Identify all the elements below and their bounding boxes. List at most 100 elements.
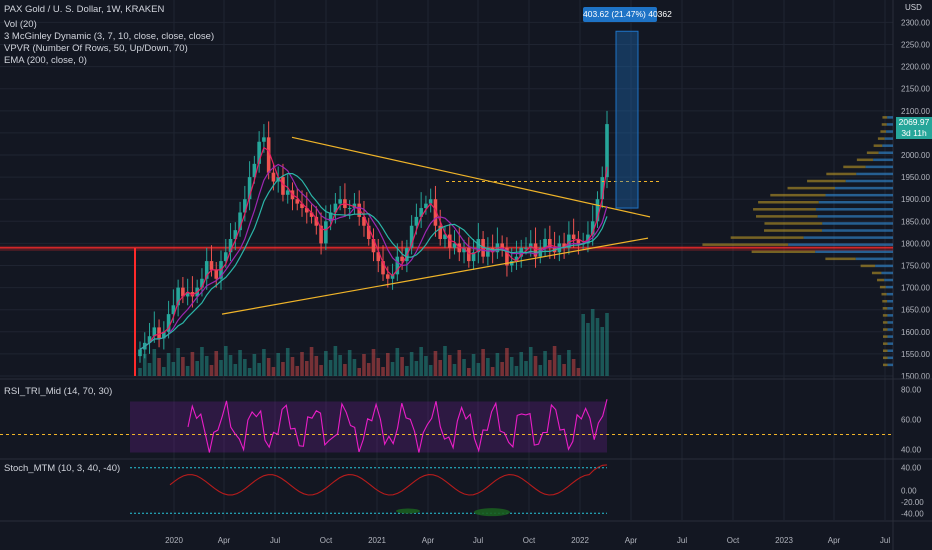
volume-bar: [147, 363, 152, 376]
volume-bar: [514, 366, 519, 376]
vpvr-bar-up: [822, 222, 893, 225]
stoch-line: [169, 464, 608, 496]
vpvr-bar-up: [887, 314, 893, 317]
vpvr-bar-down: [764, 222, 823, 225]
volume-bar: [409, 352, 414, 376]
indicator-ema-label[interactable]: EMA (200, close, 0): [4, 55, 87, 66]
indicator-mcginley-label[interactable]: 3 McGinley Dynamic (3, 7, 10, close, clo…: [4, 31, 215, 42]
candle-body: [262, 137, 266, 142]
candle-body: [147, 336, 152, 343]
volume-bar: [543, 351, 547, 376]
y-tick-label: 1950.00: [901, 173, 930, 182]
candle-body: [352, 203, 357, 209]
volume-bar: [304, 361, 309, 376]
candle-body: [586, 234, 590, 244]
candle-body: [347, 208, 352, 210]
volume-bar: [333, 346, 338, 376]
candle-body: [524, 247, 528, 249]
candle-body: [209, 261, 214, 270]
stoch-panel-title[interactable]: Stoch_MTM (10, 3, 40, -40): [4, 463, 121, 474]
y-tick-label: 1650.00: [901, 306, 930, 315]
volume-bar: [605, 313, 609, 376]
volume-bar: [462, 359, 466, 376]
stoch-low-fill: [474, 508, 510, 517]
volume-bar: [271, 367, 276, 376]
stoch-tick-label: -20.00: [901, 498, 924, 507]
volume-bar: [142, 354, 147, 376]
candle-body: [271, 172, 276, 182]
x-tick-label: 2022: [571, 536, 589, 545]
candle-body: [162, 331, 166, 339]
vpvr-bar-down: [843, 165, 866, 169]
candle-body: [257, 141, 261, 164]
candle-body: [571, 234, 576, 239]
volume-bar: [324, 351, 328, 376]
volume-bar: [600, 327, 605, 376]
candle-body: [443, 234, 447, 239]
vpvr-bar-up: [884, 137, 893, 140]
volume-bar: [428, 365, 433, 376]
candle-body: [300, 203, 304, 209]
volume-bar: [528, 347, 533, 376]
candle-body: [476, 238, 481, 253]
rsi-tick-label: 40.00: [901, 446, 922, 455]
x-tick-label: Oct: [320, 536, 333, 545]
volume-bar: [467, 368, 471, 376]
countdown-value: 3d 11h: [901, 128, 927, 138]
volume-bar: [595, 318, 600, 376]
volume-bar: [557, 355, 562, 376]
candle-body: [376, 252, 381, 262]
x-tick-label: 2021: [368, 536, 386, 545]
vpvr-bar-up: [873, 158, 893, 162]
volume-bar: [200, 347, 204, 376]
y-tick-label: 2200.00: [901, 63, 930, 72]
candle-body: [600, 177, 605, 200]
vpvr-bar-down: [882, 307, 888, 310]
vpvr-bar-down: [879, 285, 886, 289]
candle-body: [528, 243, 533, 248]
candle-body: [381, 261, 385, 275]
vpvr-bar-down: [730, 236, 804, 239]
volume-bar: [314, 356, 319, 376]
volume-bar: [343, 364, 347, 376]
indicator-vpvr-label[interactable]: VPVR (Number Of Rows, 50, Up/Down, 70): [4, 43, 188, 54]
symbol-title: PAX Gold / U. S. Dollar, 1W, KRAKEN: [4, 4, 165, 15]
vpvr-bar-down: [825, 257, 856, 261]
vpvr-bar-down: [880, 130, 887, 133]
rsi-panel-title[interactable]: RSI_TRI_Mid (14, 70, 30): [4, 386, 113, 397]
stoch-low-fill: [396, 508, 420, 514]
x-tick-label: Apr: [218, 536, 231, 545]
vpvr-bar-up: [822, 229, 893, 232]
volume-bar: [548, 360, 552, 376]
vpvr-bar-down: [826, 172, 857, 176]
volume-bar: [505, 348, 509, 376]
volume-bar: [181, 357, 185, 376]
candle-body: [166, 314, 171, 332]
indicator-volume-label[interactable]: Vol (20): [4, 19, 37, 30]
vpvr-bar-up: [882, 144, 893, 147]
volume-bar: [438, 360, 443, 376]
candle-body: [562, 243, 566, 248]
vpvr-bar-up: [887, 356, 893, 360]
stoch-tick-label: -40.00: [901, 509, 924, 518]
volume-bar: [476, 363, 481, 376]
volume-bar: [481, 349, 485, 376]
y-tick-label: 1500.00: [901, 372, 930, 381]
candle-body: [328, 212, 333, 222]
vpvr-bar-down: [871, 271, 882, 275]
volume-bar: [443, 346, 447, 376]
last-price-value: 2069.97: [898, 117, 930, 127]
y-tick-label: 2250.00: [901, 41, 930, 50]
volume-bar: [223, 346, 228, 376]
candle-body: [152, 327, 157, 337]
volume-bar: [381, 367, 385, 376]
candle-body: [366, 225, 371, 239]
vpvr-bar-up: [885, 285, 893, 289]
candle-body: [400, 256, 404, 262]
candle-body: [371, 238, 376, 253]
vpvr-bar-up: [887, 116, 893, 119]
candle-body: [567, 234, 571, 248]
candle-body: [509, 261, 514, 266]
vpvr-bar-up: [834, 186, 893, 190]
